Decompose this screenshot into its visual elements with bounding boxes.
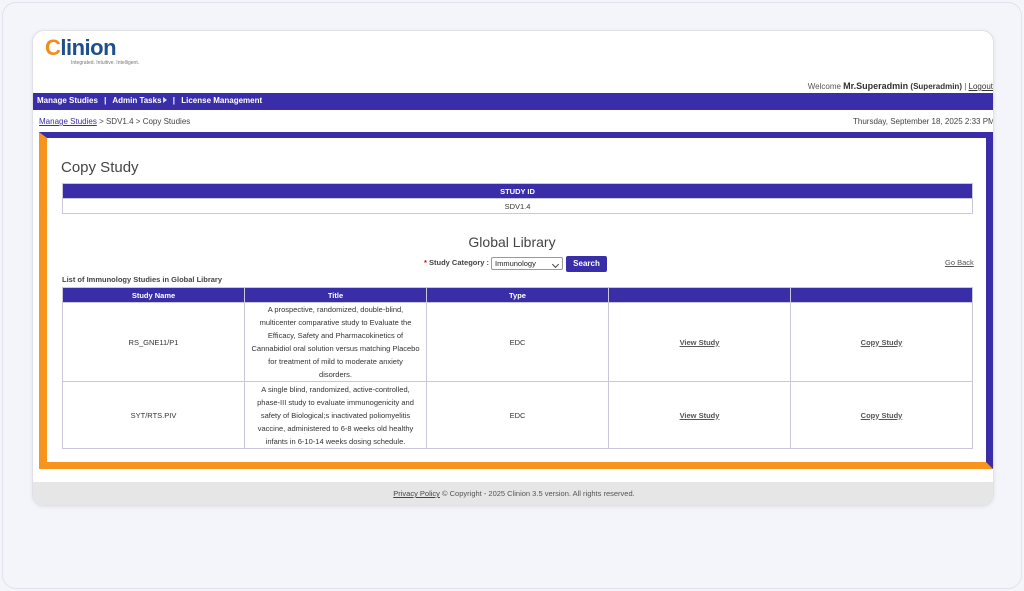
privacy-link[interactable]: Privacy Policy	[393, 489, 440, 498]
list-title: List of Immunology Studies in Global Lib…	[62, 275, 223, 284]
table-cell: Copy Study	[790, 302, 973, 382]
user-role: (Superadmin)	[910, 82, 962, 91]
separator: |	[172, 96, 176, 105]
study-name: RS_GNE11/P1	[128, 337, 179, 347]
breadcrumb-separator: >	[99, 117, 104, 126]
study-title: A single blind, randomized, active-contr…	[257, 384, 414, 446]
table-cell: A prospective, randomized, double-blind,…	[244, 302, 427, 382]
breadcrumb-link[interactable]: Manage Studies	[39, 117, 97, 126]
welcome-text: Welcome	[807, 82, 841, 91]
submenu-arrow	[162, 97, 167, 103]
nav-item[interactable]: Admin Tasks	[112, 96, 162, 105]
user-name: Mr.Superadmin	[843, 81, 909, 91]
separator: |	[964, 82, 967, 91]
search-button[interactable]: Search	[566, 256, 607, 272]
category-select[interactable]: Immunology	[491, 257, 563, 270]
table-row: RS_GNE11/P1 A prospective, randomized, do…	[62, 302, 973, 382]
study-id: SDV1.4	[62, 198, 973, 214]
label-text: Study Category :	[429, 258, 490, 267]
nav-item[interactable]: License Management	[181, 96, 263, 105]
study-id-table: STUDY ID SDV1.4	[62, 183, 973, 214]
separator: |	[104, 96, 107, 105]
copyright: © Copyright - 2025 Clinion 3.5 version. …	[442, 489, 635, 498]
table-cell: Copy Study	[790, 381, 973, 449]
view-study-link[interactable]: View Study	[679, 410, 720, 420]
section-title: Global Library	[468, 234, 556, 250]
table-cell: EDC	[426, 302, 609, 382]
table-cell: A single blind, randomized, active-contr…	[244, 381, 427, 449]
table-cell: SYT/RTS.PIV	[62, 381, 245, 449]
study-title: A prospective, randomized, double-blind,…	[251, 305, 420, 379]
go-back-link[interactable]: Go Back	[945, 258, 974, 267]
column-header	[608, 287, 791, 303]
column-header	[790, 287, 973, 303]
copy-study-link[interactable]: Copy Study	[860, 337, 903, 347]
studies-table: Study Name Title Type RS_GNE11/P1 A prosp…	[62, 287, 973, 449]
date: Thursday, September 18, 2025 2:33 PM	[853, 117, 993, 126]
required-mark: *	[424, 258, 427, 267]
table-cell: View Study	[608, 381, 791, 449]
study-name: SYT/RTS.PIV	[130, 410, 177, 420]
logout-link[interactable]: Logout	[968, 82, 993, 91]
breadcrumb-separator: >	[135, 117, 141, 126]
table-cell: RS_GNE11/P1	[62, 302, 245, 382]
tagline: Integrated. Intuitive. Intelligent.	[71, 60, 140, 66]
logo[interactable]: Clinion	[45, 35, 117, 60]
column-header: Study Name	[62, 287, 245, 303]
copy-study-link[interactable]: Copy Study	[860, 410, 903, 420]
table-cell: View Study	[608, 302, 791, 382]
study-type: EDC	[509, 410, 526, 420]
study-type: EDC	[509, 337, 526, 347]
footer: Privacy Policy © Copyright - 2025 Clinio…	[33, 482, 993, 505]
breadcrumb-item: Copy Studies	[142, 117, 191, 126]
table-header: STUDY ID	[62, 183, 973, 199]
page-title: Copy Study	[61, 159, 139, 176]
table-cell: EDC	[426, 381, 609, 449]
column-header: Title	[244, 287, 427, 303]
breadcrumb: Manage Studies > SDV1.4 > Copy Studies	[39, 117, 190, 126]
nav-item[interactable]: Manage Studies	[37, 96, 98, 105]
breadcrumb-item: SDV1.4	[105, 117, 134, 126]
column-header: Type	[426, 287, 609, 303]
welcome-bar: Welcome Mr.Superadmin (Superadmin) | Log…	[808, 81, 993, 91]
table-row: SYT/RTS.PIV A single blind, randomized, a…	[62, 381, 973, 449]
category-label: * Study Category :	[424, 258, 489, 267]
view-study-link[interactable]: View Study	[679, 337, 720, 347]
nav-bar: Manage Studies | Admin Tasks | License M…	[33, 93, 993, 110]
